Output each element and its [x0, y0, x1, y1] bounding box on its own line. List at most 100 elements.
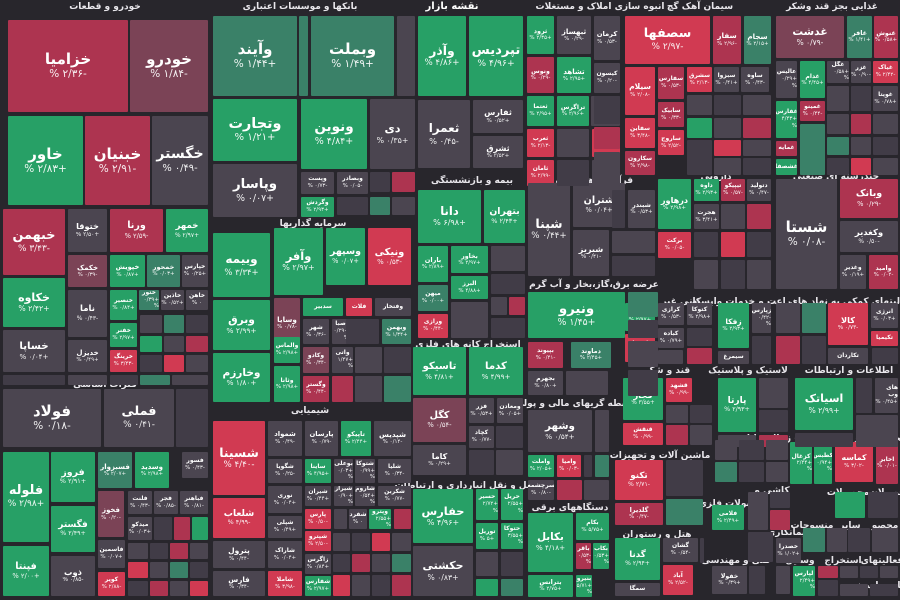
stock-tile-بپیوند[interactable]: بپیوند -۰/۴۱ % — [528, 342, 563, 368]
stock-tile-بتهران[interactable]: بتهران +۲/۴۳ % — [484, 190, 525, 243]
mini-tile[interactable] — [612, 190, 625, 228]
mini-tile[interactable] — [851, 158, 871, 175]
mini-tile[interactable] — [584, 480, 609, 500]
stock-tile-وسدید[interactable]: وسدید +۲/۹۸ % — [135, 452, 169, 488]
mini-tile[interactable] — [128, 543, 148, 559]
stock-tile-انرژی[interactable]: انرژی +۰/۰۳ % — [871, 303, 898, 328]
stock-tile-شبندر[interactable]: شبندر +۰/۵۳ % — [628, 190, 655, 228]
mini-tile[interactable] — [658, 350, 683, 364]
stock-tile-دتولید[interactable]: دتولید -۰/۴۷ % — [747, 179, 771, 201]
stock-tile-تکاردان[interactable]: تکاردان — [828, 348, 868, 364]
mini-tile[interactable] — [594, 152, 620, 173]
stock-tile-واتی[interactable]: واتی +۱/۴۷ % — [332, 347, 353, 373]
mini-tile[interactable] — [595, 455, 609, 477]
stock-tile-فاسمین[interactable]: فاسمین +۰/۰۷ % — [98, 540, 125, 568]
stock-tile-وخارزم[interactable]: وخارزم +۱/۸۰ % — [213, 353, 270, 402]
stock-tile-وکادو[interactable]: وکادو -۰/۳۴ % — [303, 347, 329, 373]
stock-tile-کزغال[interactable]: کزغال +۲/۴۴ % — [790, 442, 812, 484]
stock-tile-وپست[interactable]: وپست -۰/۷۳ % — [301, 172, 334, 194]
stock-tile-شفرد[interactable]: شفرد ۰ % — [349, 509, 367, 529]
mini-tile[interactable] — [873, 158, 898, 175]
stock-tile-شستا[interactable]: شستا -۰/۰۸ % — [776, 179, 837, 289]
mini-tile[interactable] — [476, 579, 498, 596]
stock-tile-سرچشمه[interactable]: سرچشمه -۰/۸۰ % — [528, 480, 554, 500]
stock-tile-وگردش[interactable]: وگردش +۲/۹۳ % — [301, 197, 334, 217]
stock-tile-کویر[interactable]: کویر -۲/۸۸ % — [98, 572, 125, 596]
mini-tile[interactable] — [870, 584, 898, 596]
stock-tile-سمگا[interactable]: سمگا — [615, 583, 660, 596]
mini-tile[interactable] — [128, 562, 148, 578]
stock-tile-پارس[interactable]: پارس -۰/۵۰ % — [305, 509, 331, 529]
stock-tile-دانا[interactable]: دانا +۶/۹۸ % — [418, 190, 481, 243]
mini-tile[interactable] — [747, 232, 771, 257]
stock-tile-شلیا[interactable]: شلیا -۰/۳۴ % — [378, 459, 411, 483]
mini-tile[interactable] — [715, 462, 737, 482]
mini-tile[interactable] — [776, 566, 790, 594]
mini-tile[interactable] — [491, 297, 507, 315]
stock-tile-وپاسار[interactable]: وپاسار +۰/۰۷ % — [213, 164, 297, 217]
mini-tile[interactable] — [451, 302, 488, 338]
mini-tile[interactable] — [154, 517, 172, 540]
mini-tile[interactable] — [595, 410, 609, 452]
mini-tile[interactable] — [150, 562, 168, 578]
mini-tile[interactable] — [476, 552, 498, 576]
stock-tile-کاما[interactable]: کاما +۰/۲۹ % — [413, 445, 466, 475]
stock-tile-برکت[interactable]: برکت -۰/۰۵ % — [658, 232, 691, 258]
stock-tile-باران[interactable]: باران +۲/۸۹ % — [418, 246, 448, 282]
stock-tile-غمایه[interactable]: غمایه — [776, 141, 797, 156]
stock-tile-وفتخار[interactable]: وفتخار — [375, 298, 411, 316]
mini-tile[interactable] — [333, 533, 350, 551]
mini-tile[interactable] — [802, 303, 826, 333]
mini-tile[interactable] — [501, 579, 523, 596]
stock-tile-فلامی[interactable]: فلامی +۲/۴۹ % — [712, 505, 744, 530]
stock-tile-زاگرس[interactable]: زاگرس +۰/۸۴ % — [305, 554, 331, 574]
stock-tile-شسینا[interactable]: شسینا -۴/۴۰ % — [213, 421, 265, 495]
mini-tile[interactable] — [140, 315, 162, 333]
mini-tile[interactable] — [690, 425, 712, 445]
stock-tile-خدیزل[interactable]: خدیزل +۰/۴۹ % — [68, 340, 107, 372]
stock-tile-ذوب[interactable]: ذوب -۰/۸۵ % — [51, 556, 95, 596]
mini-tile[interactable] — [743, 95, 771, 115]
mini-tile[interactable] — [770, 510, 790, 530]
stock-tile-وثانا[interactable]: وثانا +۲/۹۸ % — [274, 366, 300, 402]
mini-tile[interactable] — [370, 197, 390, 215]
mini-tile[interactable] — [714, 95, 741, 115]
stock-tile-شمواد[interactable]: شمواد -۰/۴۹ % — [268, 421, 302, 456]
mini-tile[interactable] — [851, 137, 871, 155]
mini-tile[interactable] — [174, 517, 190, 540]
stock-tile-ورنا[interactable]: ورنا -۲/۵۹ % — [110, 209, 163, 252]
mini-tile[interactable] — [721, 204, 745, 229]
mini-tile[interactable] — [491, 246, 525, 271]
mini-tile[interactable] — [140, 375, 170, 385]
stock-tile-زپارس[interactable]: زپارس -۰/۴۲ % — [752, 303, 771, 333]
stock-tile-کطبس[interactable]: کطبس+۰/۹۴ % — [814, 442, 832, 484]
stock-tile-خگستر[interactable]: خگستر -۰/۴۹ % — [152, 116, 208, 205]
stock-tile-خپارس[interactable]: خپارس +۰/۲۵ % — [182, 255, 208, 287]
mini-tile[interactable] — [355, 347, 382, 373]
mini-tile[interactable] — [332, 376, 353, 402]
mini-tile[interactable] — [739, 440, 764, 460]
mini-tile[interactable] — [628, 292, 658, 317]
mini-tile[interactable] — [700, 538, 704, 563]
mini-tile[interactable] — [666, 425, 688, 445]
mini-tile[interactable] — [612, 231, 655, 253]
mini-tile[interactable] — [860, 566, 878, 578]
stock-tile-فپنتا[interactable]: فپنتا +۲/۰۰ % — [3, 546, 49, 596]
stock-tile-گشان[interactable]: گشان -۰/۵۴ % — [663, 538, 698, 562]
stock-tile-غیاک[interactable]: غیاک -۲/۴۲ % — [873, 61, 898, 83]
stock-tile-بکاب[interactable]: بکاب +۰/۵۳ % — [593, 543, 609, 569]
stock-tile-غشصفا[interactable]: غشصفا — [776, 159, 797, 175]
stock-tile-حفارس[interactable]: حفارس +۴/۹۶ % — [413, 489, 473, 543]
mini-tile[interactable] — [176, 389, 208, 447]
mini-tile[interactable] — [687, 118, 712, 138]
stock-tile-تیپیکو[interactable]: تیپیکو -۰/۵۷ % — [721, 179, 745, 201]
stock-tile-غزر[interactable]: غزر -۰/۹۰ % — [851, 61, 871, 83]
mini-tile[interactable] — [491, 274, 525, 294]
mini-tile[interactable] — [743, 118, 771, 138]
stock-tile-حسیر[interactable]: حسیر +۲/۷۲ % — [476, 489, 498, 520]
mini-tile[interactable] — [856, 415, 898, 447]
stock-tile-سیلام[interactable]: سیلام -۲/۰۸ % — [625, 67, 655, 115]
stock-tile-هجرت[interactable]: هجرت +۳/۴۱ % — [694, 204, 719, 229]
mini-tile[interactable] — [337, 197, 368, 215]
mini-tile[interactable] — [743, 158, 771, 175]
